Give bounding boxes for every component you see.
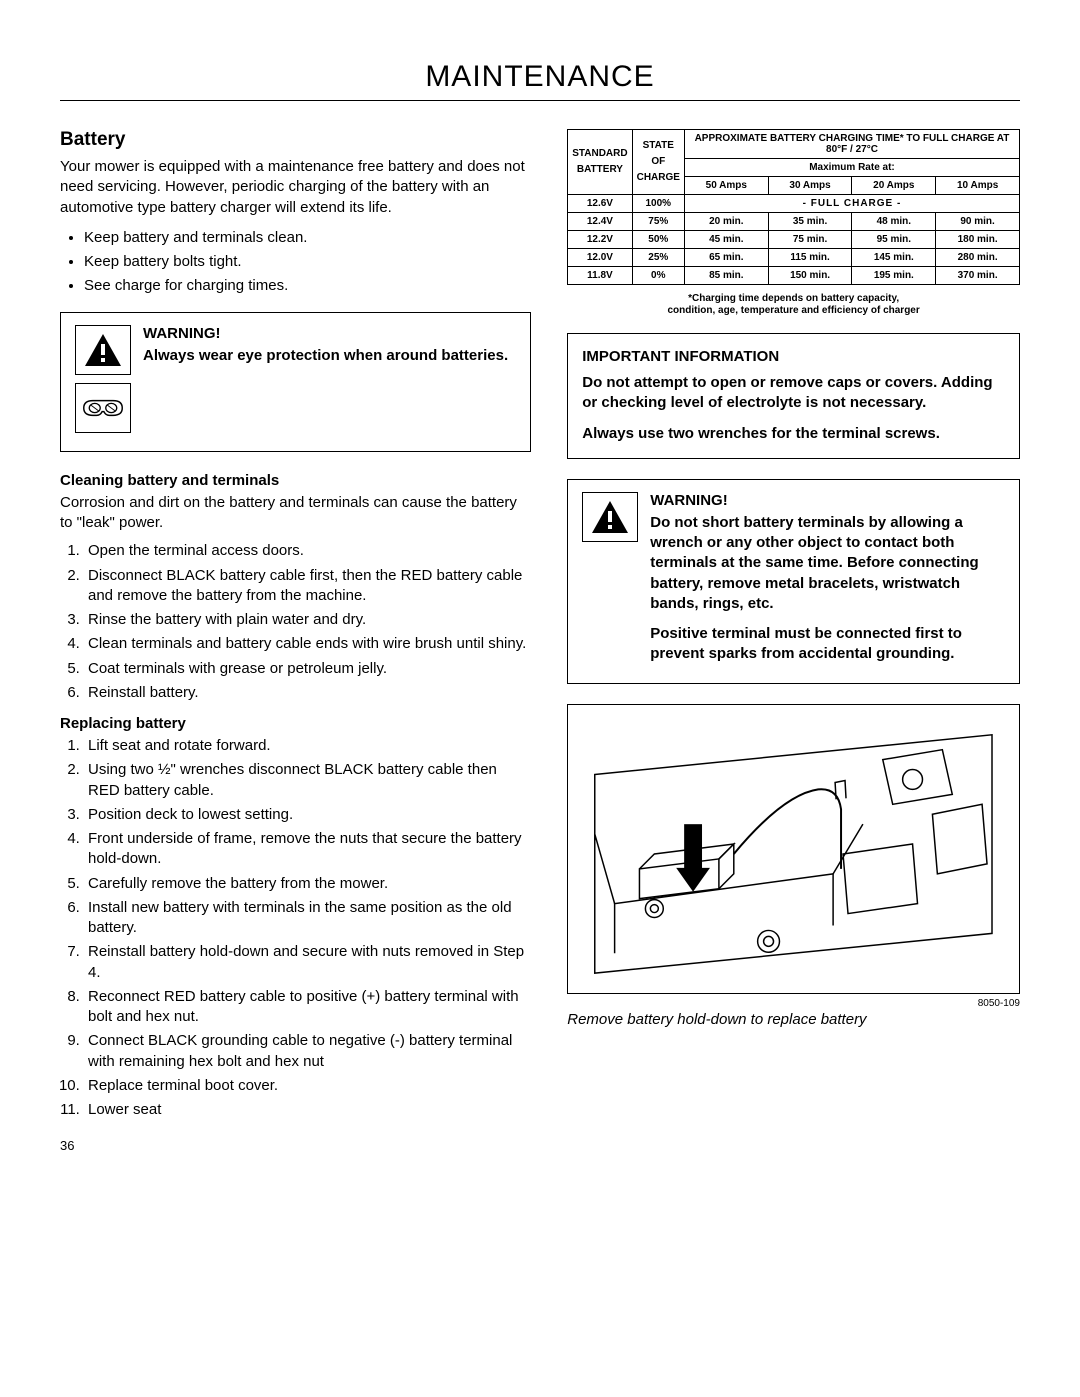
td-state: 100%: [632, 195, 684, 213]
warning-body: Always wear eye protection when around b…: [143, 346, 516, 366]
td-state: 75%: [632, 213, 684, 231]
goggles-icon: [75, 383, 131, 433]
warning-p2: Positive terminal must be connected firs…: [650, 624, 1005, 665]
bullet-item: Keep battery and terminals clean.: [84, 226, 531, 250]
td-time: 85 min.: [684, 267, 768, 285]
replacing-heading: Replacing battery: [60, 715, 531, 732]
list-item: Connect BLACK grounding cable to negativ…: [84, 1031, 531, 1072]
figure-id: 8050-109: [567, 998, 1020, 1009]
replacing-steps: Lift seat and rotate forward. Using two …: [84, 736, 531, 1120]
list-item: Front underside of frame, remove the nut…: [84, 829, 531, 870]
cleaning-steps: Open the terminal access doors. Disconne…: [84, 541, 531, 703]
td-voltage: 12.2V: [568, 231, 632, 249]
cleaning-intro: Corrosion and dirt on the battery and te…: [60, 493, 531, 534]
warning-title: WARNING!: [650, 492, 1005, 509]
important-p1: Do not attempt to open or remove caps or…: [582, 373, 1005, 414]
left-column: Battery Your mower is equipped with a ma…: [60, 129, 531, 1153]
td-time: 90 min.: [936, 213, 1020, 231]
td-time: 65 min.: [684, 249, 768, 267]
list-item: Reinstall battery.: [84, 683, 531, 703]
list-item: Reconnect RED battery cable to positive …: [84, 987, 531, 1028]
warning-icon-column: [75, 325, 131, 433]
td-voltage: 12.0V: [568, 249, 632, 267]
warning-triangle-icon: [75, 325, 131, 375]
warning-icon-column: [582, 492, 638, 665]
td-time: 20 min.: [684, 213, 768, 231]
list-item: Coat terminals with grease or petroleum …: [84, 659, 531, 679]
list-item: Lower seat: [84, 1100, 531, 1120]
th-charge: CHARGE: [637, 172, 680, 183]
td-time: 35 min.: [768, 213, 852, 231]
th-amps: 10 Amps: [936, 177, 1020, 195]
td-time: 115 min.: [768, 249, 852, 267]
cleaning-heading: Cleaning battery and terminals: [60, 472, 531, 489]
list-item: Reinstall battery hold-down and secure w…: [84, 942, 531, 983]
list-item: Rinse the battery with plain water and d…: [84, 610, 531, 630]
th-approx-title: APPROXIMATE BATTERY CHARGING TIME* TO FU…: [684, 130, 1019, 159]
figure-caption: Remove battery hold-down to replace batt…: [567, 1011, 1020, 1028]
td-time: 150 min.: [768, 267, 852, 285]
bullet-item: Keep battery bolts tight.: [84, 250, 531, 274]
battery-bullets: Keep battery and terminals clean. Keep b…: [84, 226, 531, 298]
th-battery: BATTERY: [577, 164, 623, 175]
list-item: Replace terminal boot cover.: [84, 1076, 531, 1096]
td-time: 180 min.: [936, 231, 1020, 249]
list-item: Lift seat and rotate forward.: [84, 736, 531, 756]
list-item: Disconnect BLACK battery cable first, th…: [84, 566, 531, 607]
td-state: 25%: [632, 249, 684, 267]
th-amps: 50 Amps: [684, 177, 768, 195]
page-title: MAINTENANCE: [60, 60, 1020, 101]
td-time: 195 min.: [852, 267, 936, 285]
th-of: OF: [651, 156, 665, 167]
td-time: 145 min.: [852, 249, 936, 267]
td-time: 45 min.: [684, 231, 768, 249]
warning-box-eye-protection: WARNING! Always wear eye protection when…: [60, 312, 531, 452]
th-max-rate: Maximum Rate at:: [684, 159, 1019, 177]
warning-title: WARNING!: [143, 325, 516, 342]
th-amps: 30 Amps: [768, 177, 852, 195]
important-title: IMPORTANT INFORMATION: [582, 348, 1005, 365]
warning-triangle-icon: [582, 492, 638, 542]
td-time: 370 min.: [936, 267, 1020, 285]
warning-p1: Do not short battery terminals by allowi…: [650, 513, 1005, 614]
charge-note: *Charging time depends on battery capaci…: [567, 293, 1020, 317]
warning-box-short-terminals: WARNING! Do not short battery terminals …: [567, 479, 1020, 684]
th-state: STATE: [643, 140, 674, 151]
list-item: Using two ½" wrenches disconnect BLACK b…: [84, 760, 531, 801]
td-time: 75 min.: [768, 231, 852, 249]
right-column: STANDARD BATTERY STATE OF CHARGE APPROXI…: [567, 129, 1020, 1153]
list-item: Clean terminals and battery cable ends w…: [84, 634, 531, 654]
bullet-item: See charge for charging times.: [84, 274, 531, 298]
th-standard: STANDARD: [572, 148, 627, 159]
td-time: 95 min.: [852, 231, 936, 249]
important-p2: Always use two wrenches for the terminal…: [582, 424, 1005, 444]
battery-heading: Battery: [60, 129, 531, 151]
td-full-charge: - FULL CHARGE -: [684, 195, 1019, 213]
td-time: 280 min.: [936, 249, 1020, 267]
important-info-box: IMPORTANT INFORMATION Do not attempt to …: [567, 333, 1020, 459]
list-item: Open the terminal access doors.: [84, 541, 531, 561]
td-state: 50%: [632, 231, 684, 249]
battery-figure: [567, 704, 1020, 994]
td-voltage: 11.8V: [568, 267, 632, 285]
page-number: 36: [60, 1138, 531, 1153]
battery-intro: Your mower is equipped with a maintenanc…: [60, 157, 531, 218]
list-item: Position deck to lowest setting.: [84, 805, 531, 825]
td-state: 0%: [632, 267, 684, 285]
list-item: Carefully remove the battery from the mo…: [84, 874, 531, 894]
two-column-layout: Battery Your mower is equipped with a ma…: [60, 129, 1020, 1153]
charging-table: STANDARD BATTERY STATE OF CHARGE APPROXI…: [567, 129, 1020, 285]
td-voltage: 12.4V: [568, 213, 632, 231]
td-time: 48 min.: [852, 213, 936, 231]
th-amps: 20 Amps: [852, 177, 936, 195]
list-item: Install new battery with terminals in th…: [84, 898, 531, 939]
td-voltage: 12.6V: [568, 195, 632, 213]
battery-diagram-svg: [568, 705, 1019, 993]
